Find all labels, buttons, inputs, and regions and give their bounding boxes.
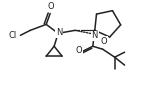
Text: N: N — [92, 31, 98, 40]
Text: Cl: Cl — [8, 31, 16, 40]
Text: O: O — [48, 2, 55, 11]
Text: O: O — [100, 37, 107, 46]
Text: N: N — [56, 28, 62, 37]
Text: O: O — [75, 46, 82, 55]
